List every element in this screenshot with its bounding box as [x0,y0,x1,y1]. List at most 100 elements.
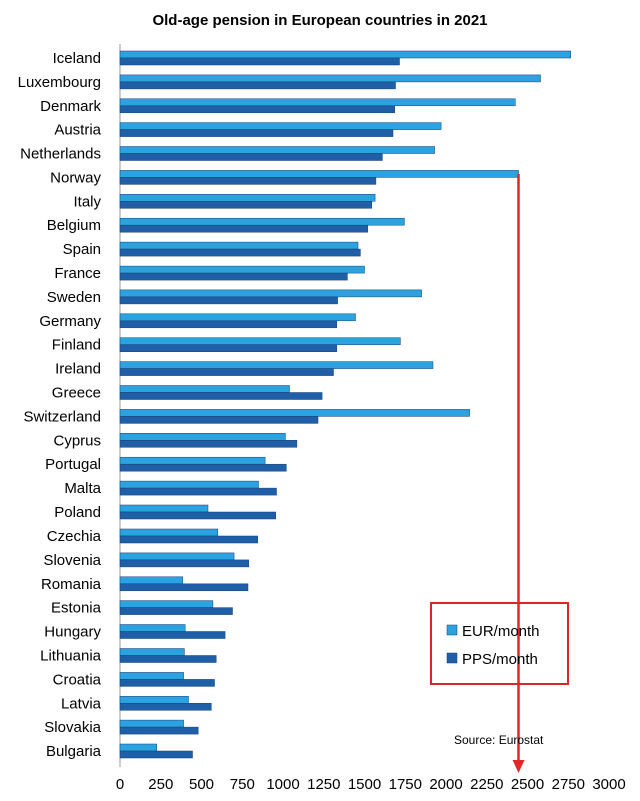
bar-pps-denmark [119,105,395,114]
bar-eur-belgium [119,217,405,226]
bar-pps-czechia [119,535,258,544]
x-tick-label: 3000 [592,776,625,793]
category-label-austria: Austria [54,122,101,139]
bar-eur-latvia [119,696,189,704]
category-label-romania: Romania [41,576,102,593]
bar-pps-hungary [119,631,226,639]
bar-pps-switzerland [119,416,319,424]
bar-pps-sweden [119,296,338,305]
x-tick-label: 500 [189,776,214,793]
bar-eur-germany [119,313,356,322]
category-label-sweden: Sweden [47,289,101,306]
category-label-latvia: Latvia [61,695,102,712]
x-tick-label: 250 [148,776,173,793]
bar-eur-croatia [119,672,184,680]
bar-eur-france [119,265,365,274]
category-label-france: France [54,265,101,282]
bar-eur-italy [119,194,376,202]
bar-eur-hungary [119,624,186,632]
bar-eur-ireland [119,361,434,369]
bar-eur-czechia [119,528,219,537]
bar-pps-spain [119,248,361,257]
bar-eur-slovenia [119,552,235,561]
category-label-slovenia: Slovenia [43,552,101,569]
bar-eur-denmark [119,98,516,107]
category-label-iceland: Iceland [53,50,101,67]
category-label-portugal: Portugal [45,456,101,473]
annotation-arrow-head [512,760,525,773]
x-tick-label: 0 [116,776,124,793]
category-label-ireland: Ireland [55,361,101,378]
bar-pps-finland [119,344,338,352]
bar-pps-malta [119,487,277,496]
legend-swatch-pps [446,652,458,664]
category-label-switzerland: Switzerland [23,408,101,425]
bar-eur-malta [119,480,259,489]
bar-eur-slovakia [119,719,184,728]
bar-eur-austria [119,122,442,130]
category-label-belgium: Belgium [47,217,101,234]
bar-pps-germany [119,320,338,329]
category-label-lithuania: Lithuania [40,648,102,665]
category-label-norway: Norway [50,169,101,186]
bar-eur-spain [119,241,359,250]
legend-label-pps: PPS/month [462,651,538,668]
category-label-denmark: Denmark [40,98,101,115]
bar-eur-poland [119,504,209,513]
bar-pps-italy [119,201,373,209]
x-tick-label: 2250 [470,776,503,793]
bar-eur-finland [119,337,401,345]
x-tick-label: 2500 [511,776,544,793]
chart-title: Old-age pension in European countries in… [152,12,487,29]
x-tick-label: 750 [230,776,255,793]
bar-eur-norway [119,170,519,178]
bar-eur-romania [119,576,184,585]
category-label-spain: Spain [63,241,101,258]
category-label-estonia: Estonia [51,600,102,617]
category-label-czechia: Czechia [47,528,102,545]
bar-pps-belgium [119,224,369,233]
bar-pps-croatia [119,679,215,687]
bar-eur-iceland [119,50,571,59]
x-axis-tick-labels: 0 250 500 750 1000 1250 1500 1750 2000 2250 2500 27… [116,776,626,793]
bar-eur-estonia [119,600,214,608]
category-label-netherlands: Netherlands [20,146,101,163]
category-label-cyprus: Cyprus [53,432,101,449]
bar-pps-bulgaria [119,750,193,759]
category-label-greece: Greece [52,385,101,402]
bar-eur-sweden [119,289,422,298]
bar-pps-slovakia [119,726,199,735]
category-label-malta: Malta [64,480,101,497]
bar-pps-norway [119,177,377,185]
bar-pps-austria [119,129,394,137]
category-label-hungary: Hungary [44,624,101,641]
x-tick-label: 2750 [552,776,585,793]
legend-border [430,602,569,685]
bar-pps-greece [119,392,323,400]
bar-pps-latvia [119,703,212,711]
bar-eur-cyprus [119,433,286,441]
x-tick-label: 1500 [348,776,381,793]
category-label-germany: Germany [39,313,101,330]
legend: EUR/month PPS/month [430,602,569,685]
x-tick-label: 1000 [266,776,299,793]
x-tick-label: 2000 [429,776,462,793]
bar-pps-france [119,272,348,281]
legend-label-eur: EUR/month [462,623,540,640]
bar-eur-greece [119,385,290,393]
bar-pps-ireland [119,368,334,376]
bar-eur-lithuania [119,648,185,656]
category-label-bulgaria: Bulgaria [46,743,102,760]
category-label-poland: Poland [54,504,101,521]
bar-pps-romania [119,583,249,592]
bar-eur-bulgaria [119,743,157,752]
category-labels: Iceland Luxembourg Denmark Austria Netherlan… [18,50,102,760]
bar-series-group [119,50,571,759]
legend-swatch-eur [446,624,458,636]
bar-pps-slovenia [119,559,250,568]
source-note: Source: Eurostat [454,733,544,747]
category-label-slovakia: Slovakia [44,719,101,736]
bar-eur-netherlands [119,146,435,154]
bar-eur-luxembourg [119,74,541,83]
